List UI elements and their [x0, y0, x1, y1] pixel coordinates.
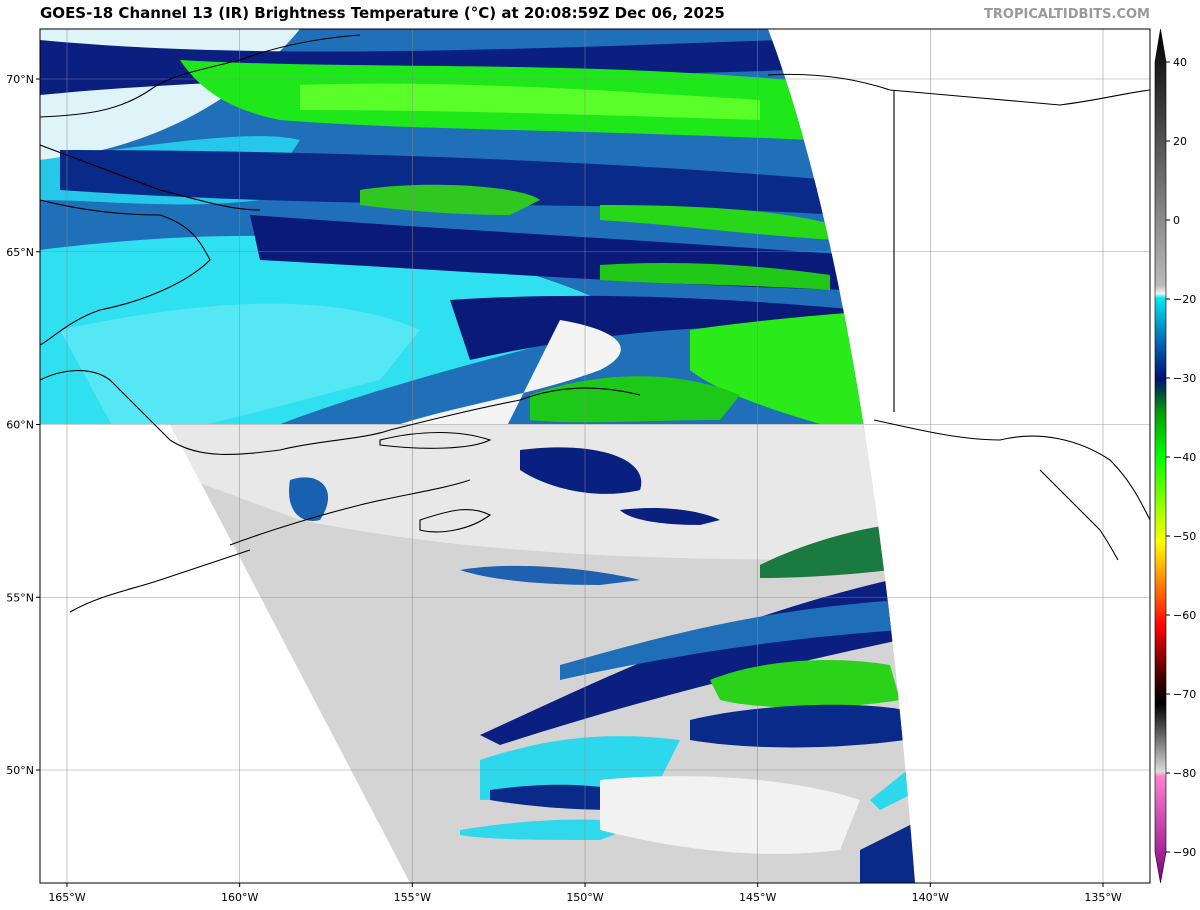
satellite-swath [40, 29, 915, 883]
cloud-region [450, 295, 865, 360]
cloud-region [40, 424, 900, 560]
y-tick-label: 50°N [6, 764, 34, 777]
cloud-region [360, 320, 621, 440]
y-tick-label: 70°N [6, 73, 34, 86]
cloud-region [620, 508, 720, 525]
colorbar-tick-label: −60 [1173, 609, 1196, 622]
coastline [40, 199, 211, 346]
watermark: TROPICALTIDBITS.COM [984, 7, 1150, 22]
colorbar-tick-label: 0 [1173, 214, 1180, 227]
y-tick-label: 60°N [6, 419, 34, 432]
cloud-region [600, 205, 835, 240]
grid [40, 29, 1150, 883]
title: GOES-18 Channel 13 (IR) Brightness Tempe… [40, 4, 725, 22]
cloud-region [460, 565, 640, 585]
colorbar-tick-label: 20 [1173, 135, 1187, 148]
y-tick-label: 55°N [6, 591, 34, 604]
coastline [40, 34, 361, 118]
colorbar-tick-label: −20 [1173, 293, 1196, 306]
cloud-region [560, 600, 900, 680]
colorbar [1154, 28, 1167, 884]
coastline [40, 369, 641, 456]
x-tick-label: 135°W [1084, 891, 1121, 904]
cloud-region [600, 263, 830, 290]
cloud-region [760, 525, 890, 578]
colorbar-tick-label: −80 [1173, 767, 1196, 780]
x-tick-label: 150°W [566, 891, 603, 904]
colorbar-tick-label: −90 [1173, 846, 1196, 859]
cloud-region [60, 150, 840, 215]
cloud-region [460, 819, 640, 840]
coastline [379, 432, 492, 449]
coastline [40, 144, 261, 211]
x-tick-label: 145°W [739, 891, 776, 904]
imagery [40, 29, 1150, 883]
coastline [69, 549, 251, 613]
x-tick-label: 160°W [221, 891, 258, 904]
cloud-region [860, 820, 915, 883]
colorbar-scale [1154, 28, 1167, 884]
cloud-region [520, 447, 642, 494]
colorbar-tick-label: −50 [1173, 530, 1196, 543]
cloud-region [289, 477, 329, 521]
axes: 165°W 160°W 155°W 150°W 145°W 140°W 135°W 70°N 6… [6, 56, 1196, 904]
cloud-region [60, 303, 420, 440]
colorbar-tick-label: −70 [1173, 688, 1196, 701]
coastline [1039, 469, 1119, 561]
x-tick-label: 155°W [394, 891, 431, 904]
cloud-region [300, 83, 760, 120]
colorbar-tick-label: −30 [1173, 372, 1196, 385]
coastline [873, 419, 1150, 521]
cloud-region [600, 776, 860, 854]
x-tick-label: 140°W [912, 891, 949, 904]
cloud-region [690, 312, 880, 440]
colorbar-tick-label: 40 [1173, 56, 1187, 69]
coastline [229, 479, 471, 546]
map-frame [39, 28, 1151, 884]
cloud-region [360, 184, 540, 215]
coastline [419, 509, 492, 533]
x-tick-label: 165°W [48, 891, 85, 904]
cloud-region [690, 704, 905, 748]
colorbar-tick-label: −40 [1173, 451, 1196, 464]
coastline [767, 73, 1150, 106]
y-tick-label: 65°N [6, 246, 34, 259]
coastlines [40, 34, 1150, 613]
